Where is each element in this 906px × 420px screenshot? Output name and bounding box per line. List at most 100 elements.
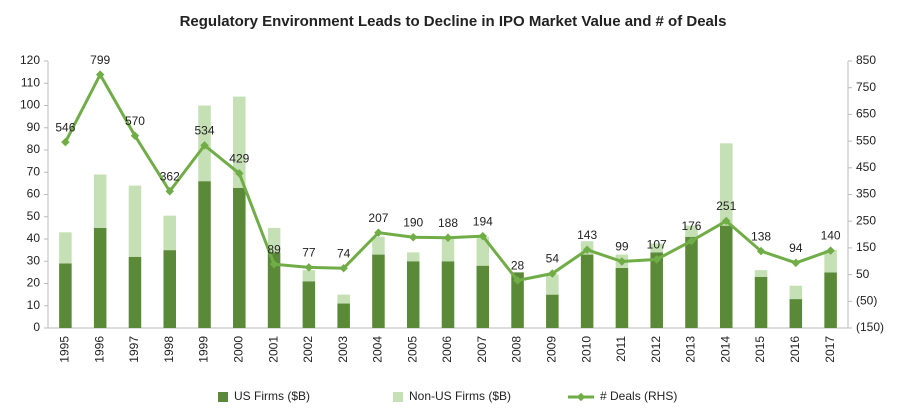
marker — [652, 255, 661, 264]
bar — [650, 252, 663, 328]
bar — [441, 239, 455, 262]
x-tick-label: 2010 — [579, 336, 593, 363]
data-label: 570 — [125, 114, 145, 128]
bar — [650, 243, 663, 253]
y-tick-label: 10 — [27, 298, 41, 312]
y-tick-label: 70 — [27, 164, 41, 178]
data-label: 188 — [438, 216, 458, 230]
marker — [200, 141, 209, 150]
y2-tick-label: 250 — [856, 213, 876, 227]
x-tick-label: 2015 — [753, 336, 767, 363]
bar — [128, 256, 142, 328]
legend-label: US Firms ($B) — [234, 389, 310, 403]
marker — [61, 137, 70, 147]
marker — [513, 276, 522, 285]
y2-tick-label: 350 — [856, 187, 876, 201]
bar — [754, 276, 768, 328]
marker — [548, 269, 557, 278]
data-label: 77 — [302, 246, 316, 260]
bar — [546, 274, 559, 295]
bar — [198, 181, 211, 328]
marker — [408, 232, 418, 242]
y2-tick-label: 150 — [856, 240, 876, 254]
y2-tick-label: 450 — [856, 160, 876, 174]
bar — [615, 267, 629, 328]
bar — [163, 250, 176, 328]
bar — [59, 232, 72, 264]
bar — [337, 303, 350, 328]
bar — [406, 261, 420, 328]
x-tick-label: 2007 — [475, 336, 489, 363]
y2-tick-label: (150) — [856, 320, 884, 334]
data-label: 89 — [267, 242, 281, 256]
bar — [720, 225, 733, 328]
y-tick-label: 30 — [27, 253, 41, 267]
data-label: 207 — [368, 211, 388, 225]
bar — [59, 263, 72, 328]
x-tick-label: 1996 — [92, 336, 106, 363]
x-tick-label: 2013 — [684, 336, 698, 363]
marker — [374, 228, 383, 237]
legend-label: # Deals (RHS) — [600, 389, 677, 403]
x-tick-label: 2002 — [301, 336, 315, 363]
bar — [789, 285, 803, 300]
y-tick-label: 40 — [27, 231, 41, 245]
data-label: 54 — [546, 252, 560, 266]
legend-label: Non-US Firms ($B) — [409, 389, 511, 403]
marker — [617, 257, 627, 266]
data-label: 140 — [821, 229, 841, 243]
bar — [372, 236, 385, 255]
data-label: 194 — [473, 214, 493, 228]
y2-tick-label: 650 — [856, 107, 876, 121]
bar — [824, 272, 837, 328]
bar — [546, 294, 559, 328]
bar — [372, 254, 385, 328]
marker — [791, 258, 801, 268]
bar — [337, 294, 350, 304]
bar — [511, 272, 524, 328]
x-tick-label: 2016 — [788, 336, 802, 363]
x-tick-label: 2011 — [614, 336, 628, 362]
x-tick-label: 2005 — [405, 336, 419, 363]
y2-tick-label: 50 — [856, 267, 870, 281]
marker — [304, 263, 314, 272]
x-tick-label: 2003 — [336, 336, 350, 363]
bar — [267, 227, 281, 253]
marker — [95, 70, 105, 79]
y2-tick-label: 550 — [856, 133, 876, 147]
bar — [267, 252, 281, 328]
bar — [93, 174, 107, 228]
bar — [476, 265, 490, 328]
bar — [163, 215, 176, 251]
data-label: 74 — [337, 246, 351, 260]
data-label: 546 — [55, 120, 75, 134]
marker — [165, 187, 174, 196]
bar — [233, 187, 246, 328]
marker — [478, 231, 488, 241]
bar — [302, 281, 316, 328]
legend-swatch — [218, 392, 228, 402]
y-tick-label: 20 — [27, 276, 41, 290]
bar — [441, 261, 455, 328]
marker — [130, 131, 140, 141]
x-tick-label: 2008 — [510, 336, 524, 363]
y2-tick-label: 750 — [856, 80, 876, 94]
bar — [824, 250, 837, 273]
marker — [443, 233, 453, 242]
x-tick-label: 1995 — [58, 336, 72, 363]
data-label: 429 — [229, 152, 249, 166]
x-tick-label: 2001 — [266, 336, 280, 363]
x-tick-label: 2012 — [649, 336, 663, 363]
y-tick-label: 90 — [27, 120, 41, 134]
bar — [233, 96, 246, 188]
data-label: 799 — [90, 53, 110, 67]
y-tick-label: 100 — [20, 98, 40, 112]
data-label: 28 — [511, 259, 525, 273]
data-label: 138 — [751, 229, 771, 243]
bar — [754, 270, 768, 277]
legend-swatch — [576, 392, 586, 402]
data-label: 190 — [403, 215, 423, 229]
bar — [685, 236, 698, 328]
data-label: 94 — [789, 241, 803, 255]
